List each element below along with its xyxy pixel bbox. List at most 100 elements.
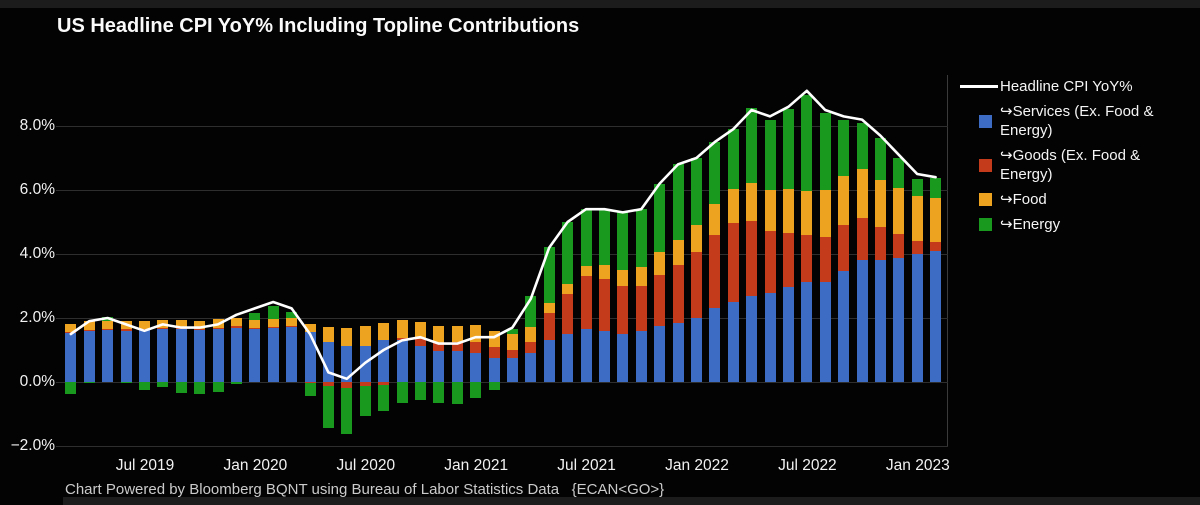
bar-segment-services-apr-2020: [322, 342, 334, 382]
bar-segment-food-jun-2019: [138, 320, 150, 329]
bar-segment-services-dec-2021: [690, 318, 702, 382]
bar-segment-goods-jan-2020: [267, 326, 279, 328]
bar-segment-services-jun-2019: [138, 330, 150, 382]
bar-segment-food-oct-2020: [433, 326, 445, 344]
bar-segment-services-jun-2022: [801, 281, 813, 382]
bar-segment-services-jan-2020: [267, 327, 279, 382]
bar-segment-food-oct-2022: [874, 180, 886, 228]
legend-item-food: ↪Food: [960, 190, 1192, 209]
bar-segment-energy-nov-2019: [230, 382, 242, 384]
bar-segment-energy-jun-2021: [580, 209, 592, 267]
bar-segment-energy-nov-2021: [672, 164, 684, 240]
bar-segment-services-jul-2020: [378, 340, 390, 382]
x-tick-label: Jul 2021: [557, 457, 616, 474]
legend-swatch-energy: [979, 218, 992, 231]
bar-segment-energy-dec-2022: [911, 179, 923, 197]
legend-swatch-goods: [979, 158, 992, 172]
bar-segment-food-jan-2022: [709, 204, 721, 235]
bar-segment-goods-jun-2020: [359, 382, 371, 387]
bar-segment-food-jun-2021: [580, 266, 592, 277]
plot-right-border: [947, 75, 948, 446]
bar-segment-services-may-2020: [341, 345, 353, 382]
bar-segment-food-aug-2021: [617, 270, 629, 286]
cpi-stacked-bar-plot: [56, 75, 948, 455]
headline-cpi-line: [69, 89, 937, 381]
bar-segment-food-oct-2021: [654, 252, 666, 275]
chart-legend: Headline CPI YoY% ↪Services (Ex. Food & E…: [960, 77, 1192, 234]
bar-segment-energy-jun-2022: [801, 94, 813, 191]
bar-segment-services-mar-2020: [304, 332, 316, 382]
bar-segment-food-mar-2019: [83, 321, 95, 330]
bar-segment-energy-oct-2020: [433, 382, 445, 404]
x-tick-label: Jan 2021: [444, 457, 509, 474]
bar-segment-energy-apr-2020: [322, 386, 334, 429]
bar-segment-services-feb-2021: [506, 358, 518, 382]
bar-segment-energy-feb-2021: [506, 328, 518, 335]
bar-segment-goods-apr-2019: [102, 328, 114, 331]
bar-segment-goods-jul-2019: [157, 327, 169, 330]
bar-segment-services-feb-2022: [727, 301, 739, 382]
bar-segment-goods-dec-2021: [690, 252, 702, 318]
bar-segment-food-mar-2022: [746, 183, 758, 222]
bar-segment-energy-may-2021: [562, 222, 574, 285]
bar-segment-energy-jul-2020: [378, 385, 390, 412]
bar-segment-services-jul-2021: [598, 330, 610, 382]
bar-segment-services-mar-2022: [746, 296, 758, 382]
bar-segment-services-dec-2020: [470, 352, 482, 382]
bar-segment-services-aug-2021: [617, 334, 629, 382]
bar-segment-services-jun-2021: [580, 329, 592, 382]
bar-segment-food-nov-2021: [672, 239, 684, 266]
bar-segment-energy-jun-2020: [359, 386, 371, 416]
bar-segment-food-dec-2022: [911, 196, 923, 241]
bar-segment-services-mar-2021: [525, 352, 537, 382]
bar-segment-energy-mar-2019: [83, 382, 95, 383]
legend-swatch-services: [979, 114, 992, 128]
bar-segment-food-jan-2021: [488, 331, 500, 348]
bar-segment-energy-sep-2020: [414, 382, 426, 400]
legend-label: ↪Services (Ex. Food & Energy): [1000, 103, 1154, 139]
bar-segment-services-mar-2019: [83, 330, 95, 382]
bar-segment-services-aug-2020: [396, 340, 408, 382]
x-tick-label: Jan 2020: [223, 457, 288, 474]
bar-segment-energy-mar-2020: [304, 382, 316, 396]
bar-segment-goods-jan-2022: [709, 234, 721, 309]
bar-segment-food-jun-2020: [359, 326, 371, 346]
bar-segment-energy-may-2022: [782, 109, 794, 190]
bar-segment-energy-aug-2019: [175, 382, 187, 393]
bar-segment-goods-nov-2021: [672, 265, 684, 323]
gridline-8: [56, 126, 948, 127]
bar-segment-energy-may-2020: [341, 388, 353, 434]
bar-segment-services-feb-2019: [65, 332, 77, 382]
bar-segment-energy-aug-2020: [396, 382, 408, 404]
y-tick-label: 8.0%: [19, 117, 55, 134]
bar-segment-services-nov-2022: [893, 257, 905, 382]
chart-footer-credit: Chart Powered by Bloomberg BQNT using Bu…: [65, 481, 665, 498]
bar-segment-goods-feb-2021: [506, 350, 518, 359]
bar-segment-goods-jul-2020: [378, 382, 390, 386]
bar-segment-food-nov-2020: [451, 326, 463, 342]
bar-segment-energy-oct-2019: [212, 382, 224, 392]
bar-segment-goods-may-2021: [562, 294, 574, 334]
bar-segment-services-aug-2019: [175, 329, 187, 382]
bar-segment-energy-jul-2019: [157, 382, 169, 387]
x-tick-label: Jan 2022: [665, 457, 729, 474]
bar-segment-goods-sep-2019: [194, 328, 206, 331]
bar-segment-goods-may-2022: [782, 232, 794, 288]
bar-segment-services-may-2022: [782, 287, 794, 382]
bar-segment-food-aug-2019: [175, 320, 187, 328]
bar-segment-goods-apr-2022: [764, 230, 776, 293]
legend-item-services: ↪Services (Ex. Food & Energy): [960, 102, 1192, 140]
bar-segment-goods-jun-2022: [801, 235, 813, 282]
legend-line-swatch: [960, 85, 998, 88]
bar-segment-goods-jul-2022: [819, 236, 831, 282]
bar-segment-goods-nov-2019: [230, 326, 242, 329]
bar-segment-energy-nov-2022: [893, 157, 905, 189]
bar-segment-goods-oct-2019: [212, 327, 224, 330]
legend-item-energy: ↪Energy: [960, 215, 1192, 234]
bar-segment-energy-feb-2022: [727, 128, 739, 189]
bar-segment-goods-oct-2021: [654, 274, 666, 326]
bar-segment-goods-dec-2022: [911, 240, 923, 255]
bar-segment-goods-jul-2021: [598, 278, 610, 331]
bar-segment-goods-mar-2021: [525, 342, 537, 353]
bar-segment-goods-sep-2022: [856, 217, 868, 260]
